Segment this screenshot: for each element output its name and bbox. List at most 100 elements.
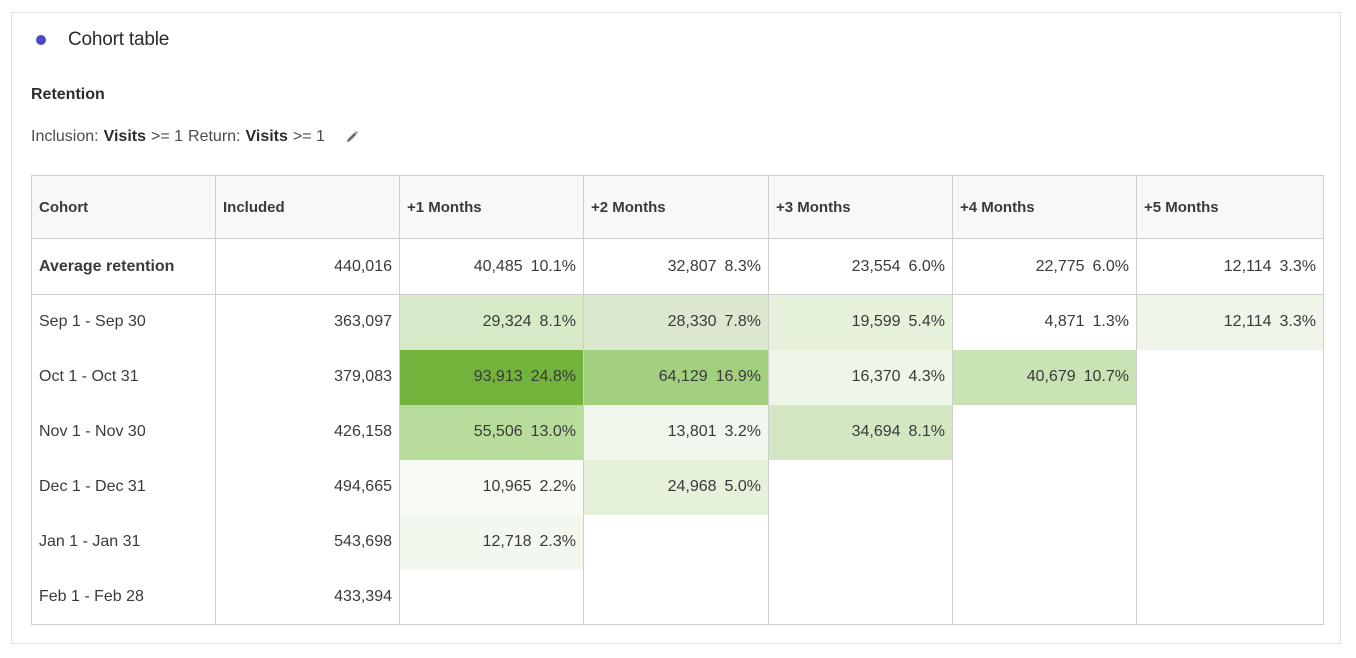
empty-cell [952, 459, 1137, 515]
cell-value: 4,871 [1044, 313, 1085, 331]
retention-cell[interactable]: 93,913 24.8% [399, 349, 584, 405]
cohort-row: Dec 1 - Dec 31 494,665 10,965 2.2% 24,968 5.0… [31, 459, 1324, 515]
cell-value: 32,807 [667, 257, 717, 275]
empty-cell [1136, 459, 1324, 515]
empty-cell [583, 514, 769, 570]
included-value: 440,016 [215, 238, 400, 295]
cohort-row: Oct 1 - Oct 31 379,083 93,913 24.8% 64,129 16… [31, 349, 1324, 405]
empty-cell [1136, 569, 1324, 625]
retention-cell[interactable]: 32,807 8.3% [583, 238, 769, 295]
cell-percent: 24.8% [530, 368, 576, 385]
empty-cell [583, 569, 769, 625]
pencil-icon[interactable] [345, 130, 359, 144]
cell-percent: 13.0% [530, 423, 576, 440]
retention-cell[interactable]: 23,554 6.0% [768, 238, 953, 295]
retention-cell[interactable]: 34,694 8.1% [768, 404, 953, 460]
inclusion-metric: Visits [103, 128, 146, 145]
cohort-label: Dec 1 - Dec 31 [31, 459, 216, 515]
panel-title: Cohort table [68, 29, 170, 50]
retention-cell[interactable]: 64,129 16.9% [583, 349, 769, 405]
cell-percent: 2.3% [539, 533, 576, 550]
average-retention-row: Average retention 440,016 40,485 10.1% 32… [31, 238, 1324, 295]
cohort-row: Jan 1 - Jan 31 543,698 12,718 2.3% [31, 514, 1324, 570]
return-metric: Visits [245, 128, 288, 145]
column-header-month-3[interactable]: +3 Months [768, 175, 953, 239]
cell-percent: 1.3% [1092, 313, 1129, 331]
return-label: Return: [188, 128, 241, 145]
cell-value: 12,718 [482, 533, 532, 550]
cell-value: 34,694 [851, 423, 901, 440]
empty-cell [1136, 404, 1324, 460]
cohort-label: Nov 1 - Nov 30 [31, 404, 216, 460]
empty-cell [1136, 349, 1324, 405]
cell-percent: 10.7% [1083, 368, 1129, 385]
retention-cell[interactable]: 55,506 13.0% [399, 404, 584, 460]
retention-cell[interactable]: 28,330 7.8% [583, 294, 769, 350]
cohort-row: Nov 1 - Nov 30 426,158 55,506 13.0% 13,801 3.… [31, 404, 1324, 460]
cell-value: 19,599 [851, 313, 901, 331]
cohort-row: Feb 1 - Feb 28 433,394 [31, 569, 1324, 625]
retention-cell[interactable]: 19,599 5.4% [768, 294, 953, 350]
retention-cell[interactable]: 24,968 5.0% [583, 459, 769, 515]
panel-header: Cohort table [36, 29, 169, 51]
column-header-included[interactable]: Included [215, 175, 400, 239]
cohort-table-panel: Cohort table Retention Inclusion: Visits… [11, 12, 1341, 644]
column-header-month-2[interactable]: +2 Months [583, 175, 769, 239]
cohort-label: Feb 1 - Feb 28 [31, 569, 216, 625]
cell-value: 40,679 [1026, 368, 1076, 385]
return-condition: >= 1 [292, 128, 325, 145]
cell-percent: 3.3% [1279, 313, 1316, 331]
cohort-table: Cohort Included +1 Months +2 Months +3 M… [31, 175, 1324, 625]
cell-percent: 4.3% [908, 368, 945, 385]
cell-percent: 8.1% [539, 313, 576, 331]
cell-percent: 2.2% [539, 478, 576, 495]
included-value: 543,698 [215, 514, 400, 570]
cell-value: 40,485 [473, 257, 523, 275]
empty-cell [952, 514, 1137, 570]
included-value: 363,097 [215, 294, 400, 350]
inclusion-condition: >= 1 [151, 128, 184, 145]
cohort-label: Sep 1 - Sep 30 [31, 294, 216, 350]
retention-cell[interactable]: 12,114 3.3% [1136, 238, 1324, 295]
inclusion-label: Inclusion: [31, 128, 99, 145]
cell-percent: 3.2% [724, 423, 761, 440]
cell-percent: 8.3% [724, 257, 761, 275]
retention-cell[interactable]: 40,485 10.1% [399, 238, 584, 295]
column-header-month-4[interactable]: +4 Months [952, 175, 1137, 239]
retention-cell[interactable]: 12,114 3.3% [1136, 294, 1324, 350]
column-header-cohort[interactable]: Cohort [31, 175, 216, 239]
status-dot-icon [36, 35, 46, 45]
retention-cell[interactable]: 16,370 4.3% [768, 349, 953, 405]
cell-percent: 6.0% [1092, 257, 1129, 275]
empty-cell [768, 514, 953, 570]
column-header-month-1[interactable]: +1 Months [399, 175, 584, 239]
retention-cell[interactable]: 10,965 2.2% [399, 459, 584, 515]
cell-value: 55,506 [473, 423, 523, 440]
empty-cell [1136, 514, 1324, 570]
retention-cell[interactable]: 40,679 10.7% [952, 349, 1137, 405]
column-header-month-5[interactable]: +5 Months [1136, 175, 1324, 239]
cell-percent: 3.3% [1279, 257, 1316, 275]
cell-percent: 16.9% [715, 368, 761, 385]
included-value: 494,665 [215, 459, 400, 515]
section-title: Retention [31, 86, 105, 103]
cell-value: 13,801 [667, 423, 717, 440]
retention-cell[interactable]: 12,718 2.3% [399, 514, 584, 570]
retention-cell[interactable]: 4,871 1.3% [952, 294, 1137, 350]
included-value: 433,394 [215, 569, 400, 625]
empty-cell [399, 569, 584, 625]
retention-cell[interactable]: 22,775 6.0% [952, 238, 1137, 295]
cohort-row: Sep 1 - Sep 30 363,097 29,324 8.1% 28,330 7.8… [31, 294, 1324, 350]
cell-percent: 6.0% [908, 257, 945, 275]
included-value: 379,083 [215, 349, 400, 405]
cohort-label: Jan 1 - Jan 31 [31, 514, 216, 570]
cell-value: 12,114 [1223, 313, 1272, 331]
retention-cell[interactable]: 29,324 8.1% [399, 294, 584, 350]
row-label: Average retention [31, 238, 216, 295]
empty-cell [768, 569, 953, 625]
cohort-label: Oct 1 - Oct 31 [31, 349, 216, 405]
empty-cell [952, 404, 1137, 460]
cell-value: 93,913 [473, 368, 523, 385]
retention-cell[interactable]: 13,801 3.2% [583, 404, 769, 460]
cell-value: 24,968 [667, 478, 717, 495]
